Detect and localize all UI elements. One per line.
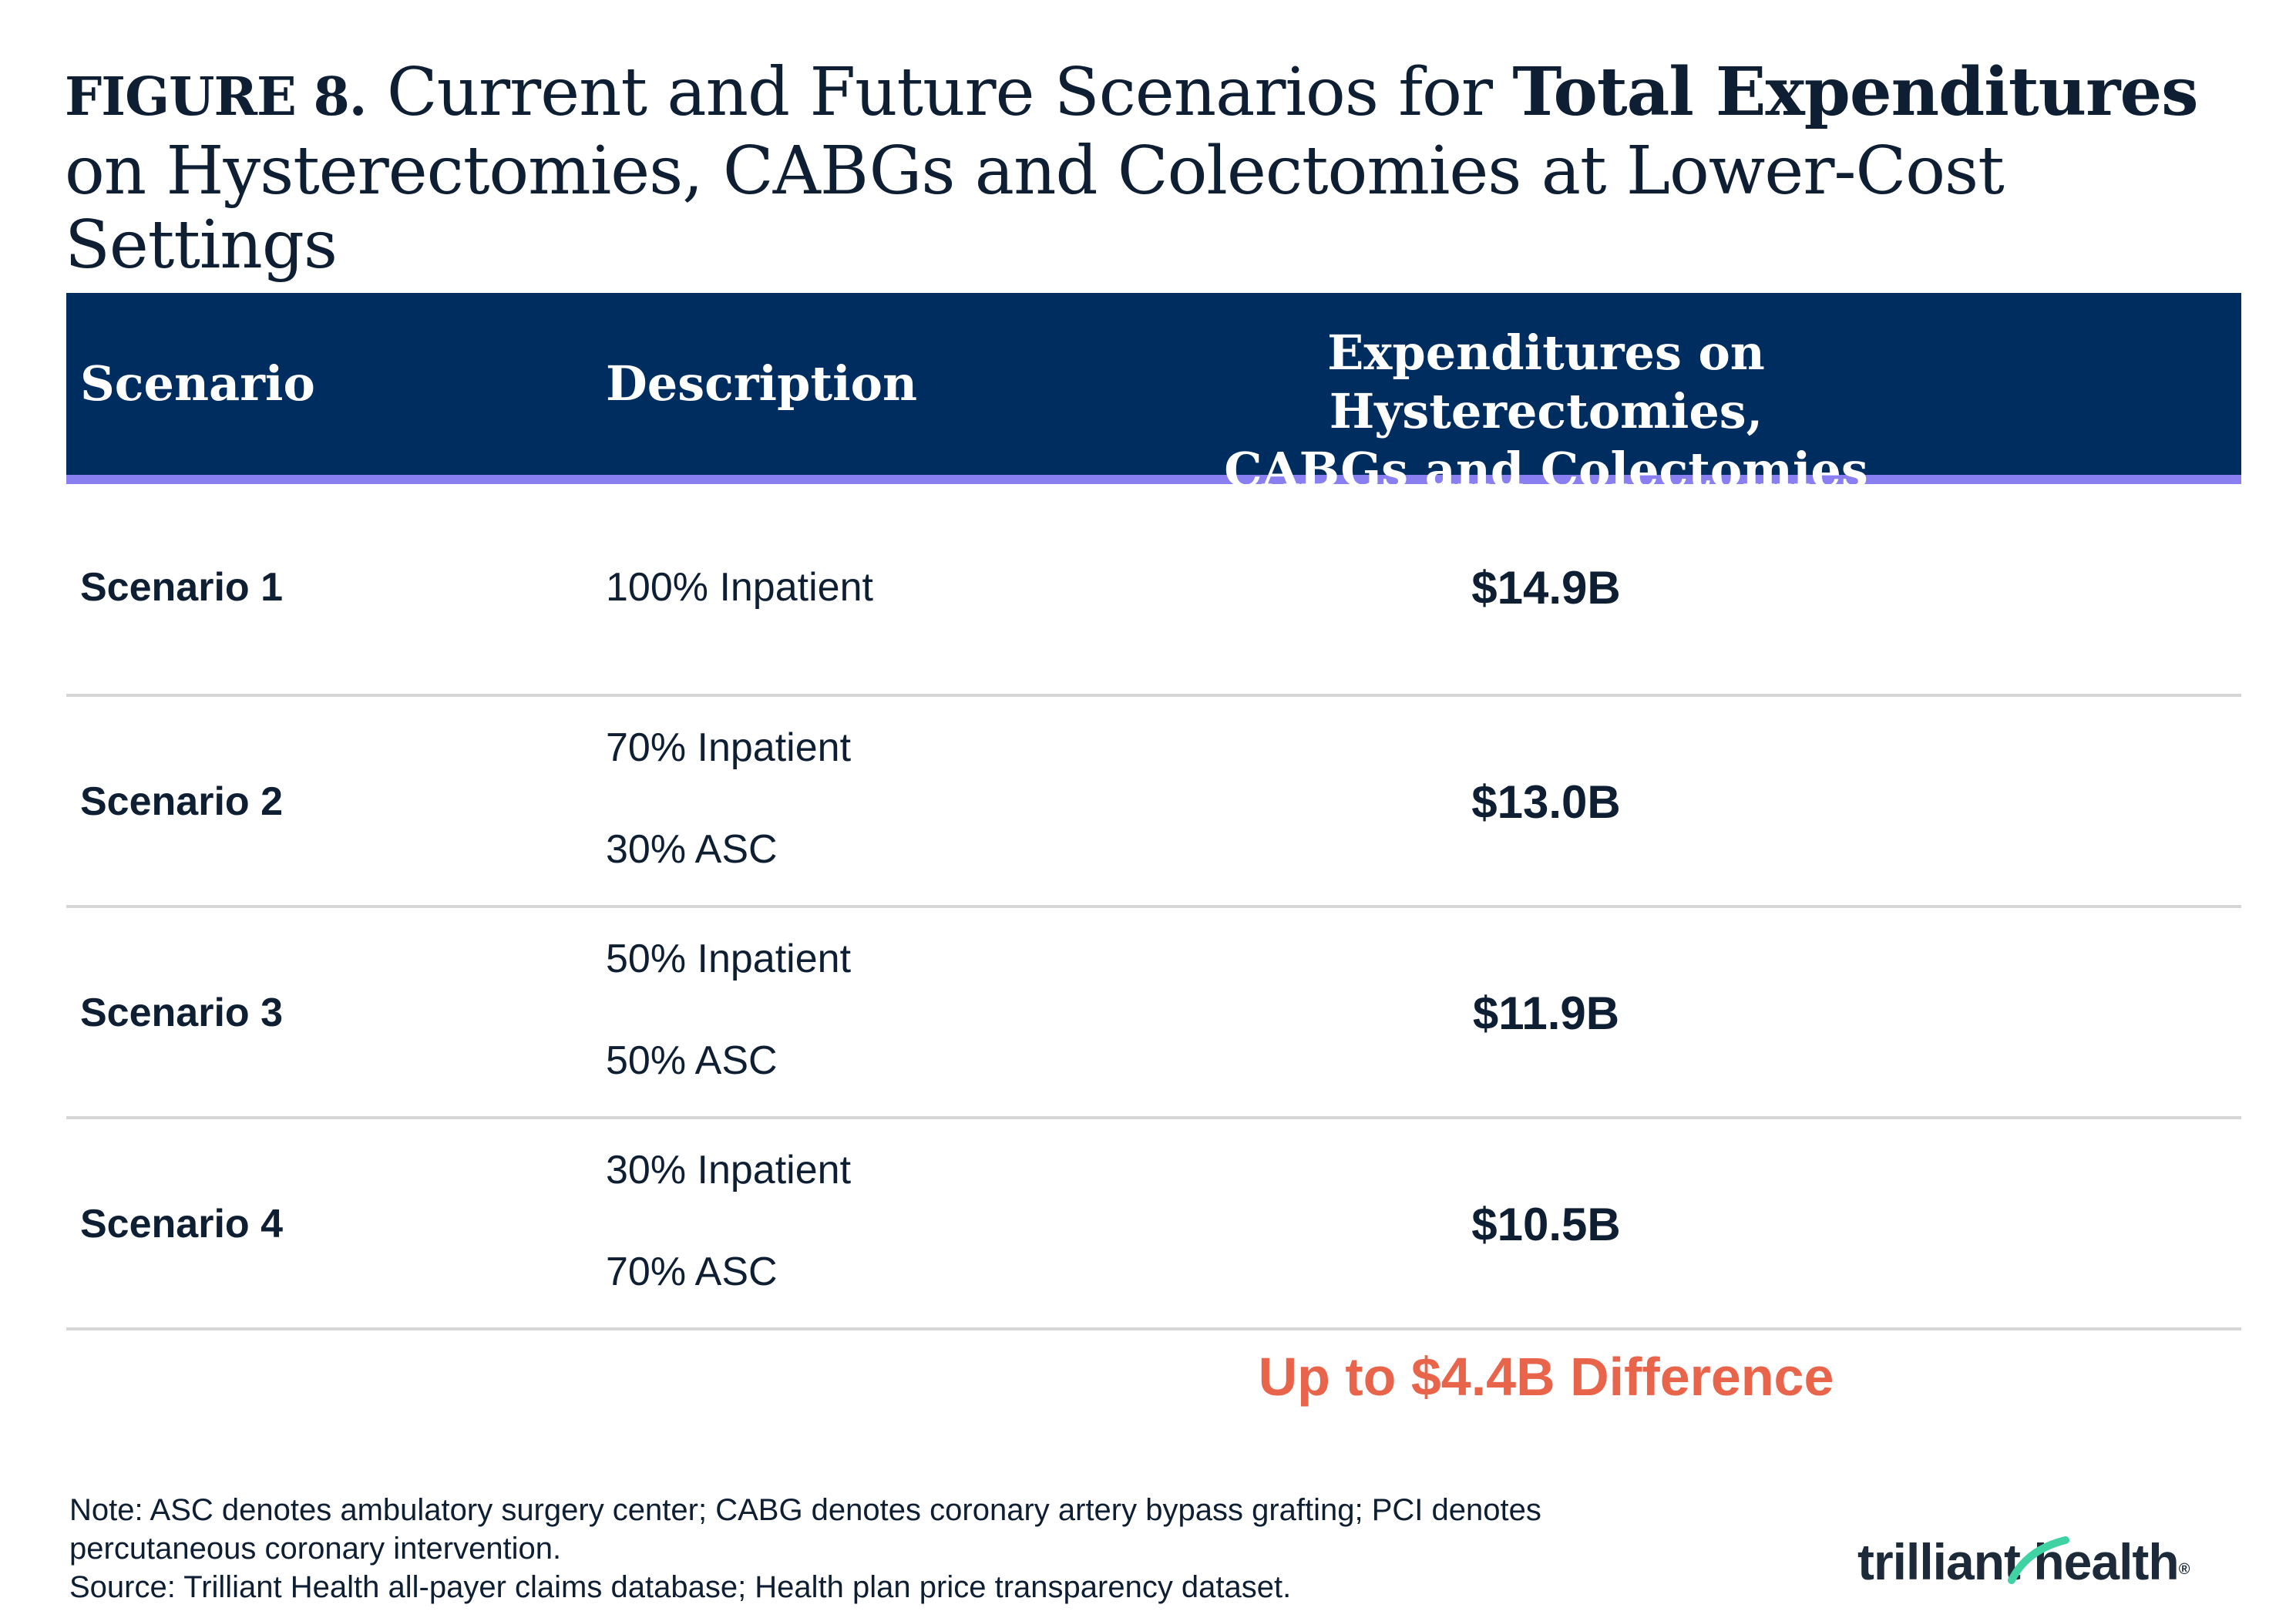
row-description-line1: 70% Inpatient	[606, 725, 852, 770]
table-row: Scenario 2 70% Inpatient 30% ASC $13.0B	[66, 697, 2241, 908]
table-row: Scenario 4 30% Inpatient 70% ASC $10.5B	[66, 1119, 2241, 1330]
header-expenditures: Expenditures on Hysterectomies, CABGs an…	[1122, 324, 1970, 500]
footnotes: Note: ASC denotes ambulatory surgery cen…	[69, 1491, 1765, 1606]
note-line1: Note: ASC denotes ambulatory surgery cen…	[69, 1493, 1541, 1527]
header-scenario: Scenario	[80, 355, 315, 412]
trilliant-health-logo: trilliant health®	[1857, 1531, 2227, 1608]
row-description-line2: 50% ASC	[606, 1038, 778, 1083]
row-description-line1: 30% Inpatient	[606, 1148, 852, 1192]
title-text-part2: on Hysterectomies, CABGs and Colectomies…	[65, 133, 2005, 284]
header-expenditures-line2: CABGs and Colectomies	[1224, 442, 1868, 498]
registered-mark: ®	[2178, 1561, 2190, 1578]
table-row: Scenario 3 50% Inpatient 50% ASC $11.9B	[66, 908, 2241, 1119]
scenario-table: Scenario Description Expenditures on Hys…	[66, 293, 2241, 1330]
table-header: Scenario Description Expenditures on Hys…	[66, 293, 2241, 498]
row-scenario: Scenario 1	[80, 565, 284, 610]
figure-title: FIGURE 8. Current and Future Scenarios f…	[65, 53, 2238, 284]
logo-wordmark: trilliant health	[1857, 1533, 2180, 1590]
source-line: Source: Trilliant Health all-payer claim…	[69, 1570, 1292, 1604]
row-scenario: Scenario 4	[80, 1202, 284, 1246]
header-description: Description	[606, 355, 918, 412]
header-expenditures-line1: Expenditures on Hysterectomies,	[1327, 325, 1765, 439]
row-expenditure: $10.5B	[1471, 1199, 1621, 1250]
row-expenditure: $11.9B	[1472, 987, 1620, 1039]
row-scenario: Scenario 2	[80, 779, 284, 824]
note-line2: percutaneous coronary intervention.	[69, 1532, 562, 1566]
logo-mark-icon	[2008, 1536, 2069, 1584]
title-text-bold: Total Expenditures	[1512, 53, 2198, 131]
difference-callout: Up to $4.4B Difference	[1258, 1347, 1834, 1407]
row-expenditure: $13.0B	[1471, 776, 1621, 828]
title-text-part1: Current and Future Scenarios for	[386, 54, 1513, 131]
row-description-line1: 50% Inpatient	[606, 937, 852, 981]
row-scenario: Scenario 3	[80, 991, 284, 1035]
figure-label: FIGURE 8.	[65, 66, 367, 128]
table-row: Scenario 1 100% Inpatient $14.9B	[66, 484, 2241, 697]
row-expenditure: $14.9B	[1471, 562, 1621, 614]
row-description: 100% Inpatient	[606, 565, 873, 610]
row-description-line2: 70% ASC	[606, 1250, 778, 1294]
row-description-line2: 30% ASC	[606, 827, 778, 872]
